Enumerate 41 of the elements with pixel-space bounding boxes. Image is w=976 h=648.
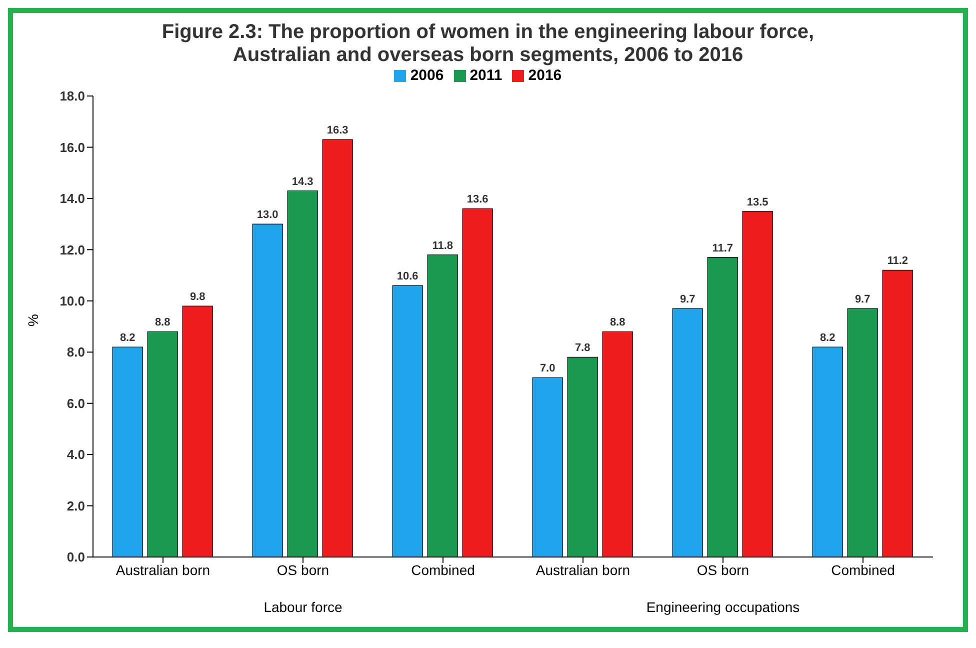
y-tick-label: 16.0: [60, 140, 85, 155]
y-tick-label: 8.0: [66, 344, 85, 360]
y-tick-label: 6.0: [66, 396, 85, 411]
data-label: 8.8: [154, 316, 170, 329]
x-tick-label: OS born: [276, 562, 330, 578]
data-label: 7.8: [574, 342, 590, 354]
data-label: 8.8: [610, 316, 626, 329]
y-tick-label: 12.0: [60, 242, 85, 258]
data-label: 13.0: [256, 209, 278, 222]
x-tick-label: Australian born: [536, 562, 630, 578]
y-tick-label: 4.0: [66, 447, 85, 462]
data-label: 13.5: [746, 196, 768, 208]
data-label: 9.7: [680, 294, 696, 306]
data-label: 9.8: [190, 291, 206, 304]
data-label: 9.7: [854, 294, 870, 306]
data-label: 7.0: [540, 362, 556, 375]
legend-label: 2016: [528, 67, 562, 84]
data-label: 11.8: [432, 240, 454, 252]
y-tick-label: 0.0: [66, 550, 85, 565]
text: Labour force: [262, 599, 344, 615]
data-label: 11.2: [887, 255, 908, 268]
x-tick-label: Combined: [831, 562, 895, 578]
legend-label: 2011: [470, 67, 502, 84]
y-tick-label: 10.0: [60, 294, 85, 309]
data-label: 16.3: [326, 124, 348, 137]
chart-title: Figure 2.3: The proportion of women in the engineering labour force, Australian and overseas born segments, 2006 to 2016: [160, 20, 816, 67]
y-tick-label: 14.0: [60, 191, 85, 206]
data-label: 11.7: [712, 242, 734, 254]
data-label: 13.6: [466, 194, 488, 206]
data-label: 10.6: [396, 270, 418, 283]
text: Engineering occupations: [645, 599, 801, 615]
data-label: 8.2: [120, 332, 136, 344]
y-axis-title: %: [24, 314, 41, 326]
x-tick-label: OS born: [696, 562, 750, 578]
data-label: 14.3: [292, 176, 314, 188]
legend-label: 2006: [410, 67, 444, 84]
x-tick-label: Combined: [411, 562, 475, 578]
data-label: 8.2: [820, 332, 836, 344]
y-tick-label: 18.0: [60, 88, 85, 104]
y-tick-label: 2.0: [66, 498, 85, 514]
x-tick-label: Australian born: [116, 562, 210, 578]
